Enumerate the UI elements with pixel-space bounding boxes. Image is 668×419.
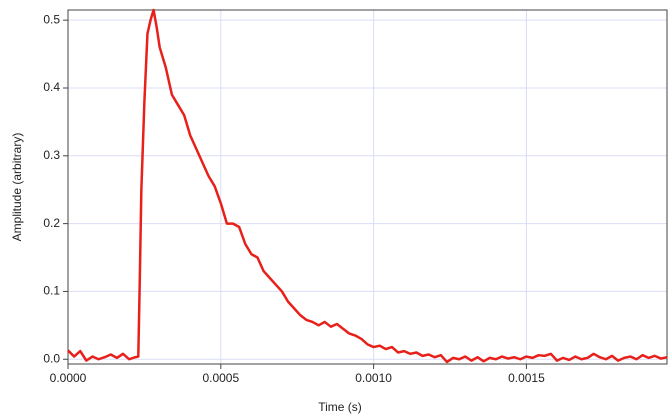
x-tick-label: 0.0000 [50,371,87,385]
y-tick-label: 0.1 [43,284,60,298]
plot-frame [67,9,668,365]
y-tick-label: 0.2 [43,216,60,230]
x-tick-label: 0.0005 [202,371,239,385]
x-tick-label: 0.0010 [355,371,392,385]
y-tick-label: 0.0 [43,351,60,365]
x-axis-label: Time (s) [318,400,362,414]
y-axis-label: Amplitude (arbitrary) [10,133,24,242]
y-tick-label: 0.4 [43,80,60,94]
data-line [67,8,668,364]
y-tick-label: 0.3 [43,148,60,162]
x-tick-label: 0.0015 [508,371,545,385]
y-tick-label: 0.5 [43,12,60,26]
